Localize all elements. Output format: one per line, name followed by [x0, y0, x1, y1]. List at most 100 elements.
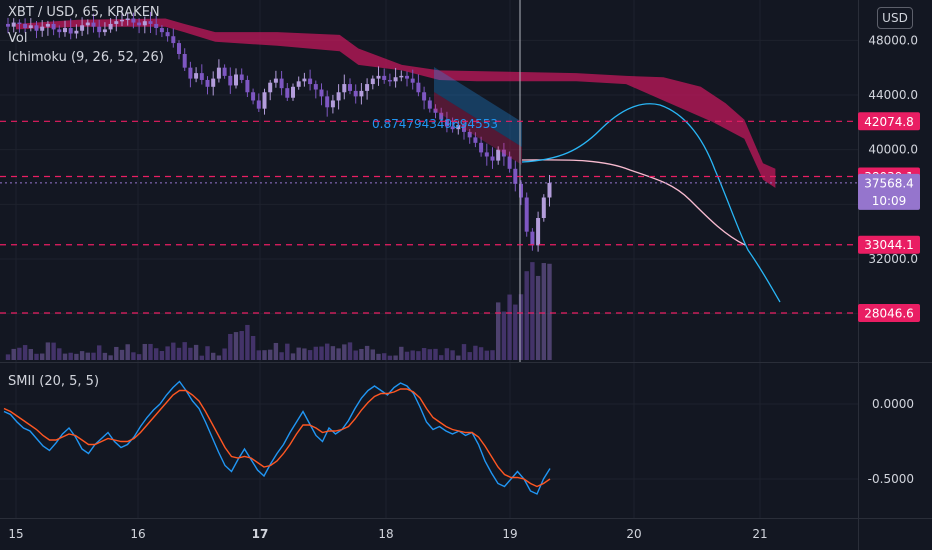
volume-bar [319, 346, 324, 360]
volume-bar [336, 348, 341, 360]
candle-body [405, 75, 409, 79]
volume-bar [461, 344, 467, 360]
volume-bar [176, 347, 182, 360]
volume-bar [325, 343, 330, 360]
candle-body [45, 23, 50, 27]
candle-body [365, 84, 370, 91]
volume-bar [330, 346, 336, 360]
candle-body [245, 79, 250, 93]
time-tick-label: 21 [752, 527, 767, 541]
volume-bar [97, 345, 102, 360]
smii-legend[interactable]: SMII (20, 5, 5) [8, 374, 100, 389]
currency-button[interactable]: USD [877, 7, 913, 29]
volume-bar [547, 263, 552, 360]
volume-bar [359, 348, 364, 360]
candle-body [382, 75, 387, 80]
volume-bar [535, 275, 541, 360]
candle-body [159, 28, 164, 33]
smii-lines [3, 380, 551, 495]
candle-body [216, 67, 221, 79]
candle-body [131, 18, 136, 23]
countdown-label: 10:09 [872, 194, 907, 208]
candle-body [422, 92, 427, 101]
volume-bar [501, 311, 507, 360]
level-price-label: 42074.8 [864, 115, 914, 129]
volume-bar [473, 345, 478, 360]
fib-channel-upper [434, 67, 522, 147]
volume-bar [102, 352, 108, 360]
candle-body [63, 28, 67, 33]
volume-bar [439, 355, 444, 360]
candle-body [40, 26, 45, 31]
candle-body [530, 231, 535, 246]
volume-bar [416, 351, 421, 360]
level-price-tag [858, 235, 920, 254]
candle-body [23, 23, 28, 29]
candle-body [302, 78, 307, 82]
candle-body [182, 54, 187, 68]
candle-body [28, 25, 33, 29]
candle-body [199, 73, 204, 80]
volume-bar [507, 294, 512, 360]
candle-body [296, 81, 301, 87]
volume-bar [131, 352, 136, 360]
volume-bar [34, 353, 39, 360]
volume-bar [17, 347, 22, 360]
candle-body [336, 92, 341, 101]
ichimoku-legend[interactable]: Ichimoku (9, 26, 52, 26) [8, 50, 164, 65]
candle-body [507, 156, 512, 169]
candle-body [467, 131, 472, 138]
candle-body [473, 137, 478, 143]
candle-body [68, 28, 73, 34]
price-tick-label: 44000.0 [868, 88, 918, 102]
candle-body [462, 125, 466, 132]
candle-body [450, 126, 455, 130]
volume-bar [154, 348, 159, 360]
candle-body [268, 82, 273, 93]
candle-body [393, 77, 398, 82]
candle-body [313, 84, 318, 90]
last-price-label: 37568.4 [864, 176, 914, 190]
candle-body [387, 79, 392, 82]
volume-bar [490, 350, 495, 360]
candle-body [524, 197, 529, 232]
candle-body [148, 21, 153, 24]
candle-body [484, 152, 489, 157]
volume-bar [142, 343, 147, 360]
candle-body [6, 23, 10, 27]
volume-bar [239, 331, 244, 360]
volume-bar [530, 262, 535, 360]
volume-bar [222, 348, 227, 360]
volume-bar [51, 342, 56, 360]
volume-bar [433, 348, 438, 360]
price-tick-label: 48000.0 [868, 33, 918, 47]
smii-tick-label: 0.0000 [872, 397, 914, 411]
volume-bar [399, 346, 404, 360]
symbol-legend[interactable]: XBT / USD, 65, KRAKEN [8, 5, 160, 20]
volume-bars [5, 262, 552, 360]
volume-bar [182, 342, 187, 360]
candle-body [177, 43, 181, 54]
level-price-tag [858, 112, 920, 131]
volume-bar [376, 353, 381, 360]
volume-bar [62, 353, 68, 360]
candle-body [154, 23, 159, 29]
candle-body [194, 73, 199, 79]
candle-body [108, 23, 113, 30]
volume-bar [313, 346, 318, 360]
candle-body [51, 23, 56, 30]
smii-slow-line [3, 388, 551, 488]
candle-body [541, 197, 546, 218]
volume-legend[interactable]: Vol [8, 31, 28, 46]
volume-bar [205, 346, 210, 360]
volume-bar [307, 350, 313, 360]
fib-ratio-label: 0.874794349694553 [372, 117, 498, 131]
volume-bar [273, 342, 279, 360]
candle-body [91, 22, 96, 27]
candle-body [102, 29, 107, 33]
level-price-tag [858, 304, 920, 323]
candle-body [114, 21, 119, 24]
candle-body [291, 86, 295, 98]
